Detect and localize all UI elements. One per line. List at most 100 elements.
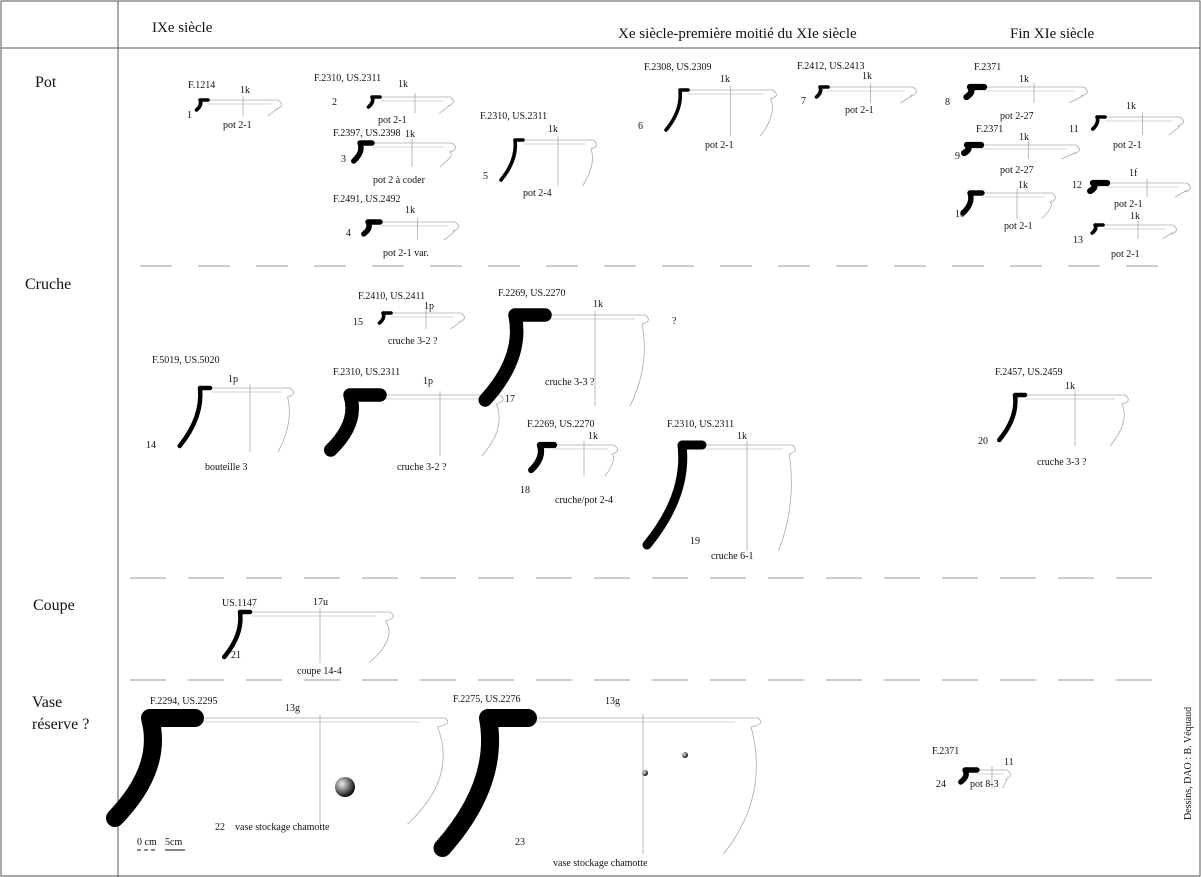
type-label: cruche 6-1 (711, 551, 753, 562)
scale-code: 1k (240, 85, 250, 96)
item-number: 18 (520, 485, 530, 496)
profile-drawing (997, 392, 1028, 443)
context-label: F.2310, US.2311 (314, 73, 381, 84)
profile-drawing (366, 95, 382, 109)
profile-drawing (433, 709, 537, 857)
profile-drawing (478, 308, 552, 407)
outline (481, 394, 504, 457)
row-label: Vase réserve ? (32, 694, 90, 733)
item-number: 4 (346, 228, 351, 239)
context-label: F.2371 (932, 746, 959, 757)
context-label: F.2397, US.2398 (333, 128, 401, 139)
item-number: 20 (978, 436, 988, 447)
type-label: pot 2-1 (1114, 199, 1143, 210)
scale-code: 17u (313, 597, 328, 608)
item-number: 6 (638, 121, 643, 132)
outline (629, 314, 649, 407)
type-label: pot 2-1 (1111, 249, 1140, 260)
context-label: F.2269, US.2270 (527, 419, 595, 430)
scale-code: 1k (862, 71, 872, 82)
context-label: F.2275, US.2276 (453, 694, 521, 705)
period-heading: Xe siècle-première moitié du XIe siècle (618, 26, 857, 42)
scale-code: 1p (228, 374, 238, 385)
profile-drawing (961, 141, 985, 157)
outline (1174, 182, 1191, 198)
type-label: pot 2 à coder (373, 175, 426, 186)
item-number: 11 (1069, 124, 1079, 135)
scale-code: 13g (285, 703, 300, 714)
inclusion-drawing (682, 752, 688, 758)
type-label: pot 2-1 (705, 140, 734, 151)
credit: Dessins, DAO : B. Véquaud (1183, 707, 1194, 820)
scale-code: 1k (1065, 381, 1075, 392)
item-number: 13 (1073, 235, 1083, 246)
context-label: F.2310, US.2311 (667, 419, 734, 430)
item-number: 24 (936, 779, 946, 790)
outline (1041, 192, 1056, 220)
scale-code: 1k (405, 205, 415, 216)
type-label: cruche 3-2 ? (397, 462, 447, 473)
context-label: F.2371 (974, 62, 1001, 73)
item-number: 17 (505, 394, 515, 405)
outline (267, 99, 282, 117)
scale-code: 1k (588, 431, 598, 442)
profile-drawing (361, 219, 383, 237)
type-label: pot 2-27 (1000, 165, 1034, 176)
item-number: 23 (515, 837, 525, 848)
scale-code: 1k (737, 431, 747, 442)
scale-code: 1k (548, 124, 558, 135)
profile-drawing (528, 441, 558, 474)
outline (1168, 116, 1184, 136)
type-label: vase stockage chamotte (553, 858, 648, 869)
context-label: F.2294, US.2295 (150, 696, 218, 707)
item-number: 9 (955, 151, 960, 162)
type-label: pot 2-1 var. (383, 248, 429, 259)
outline (900, 86, 917, 104)
outline (604, 444, 618, 477)
scale-code: 1f (1129, 168, 1138, 179)
context-label: F.2269, US.2270 (498, 288, 566, 299)
profile-drawing (194, 98, 210, 112)
item-number: 16 (325, 444, 335, 455)
context-label: F.2310, US.2311 (333, 367, 400, 378)
type-label: pot 2-1 (845, 105, 874, 116)
context-label: F.2412, US.2413 (797, 61, 865, 72)
scale-code: 1p (423, 376, 433, 387)
type-label: pot 2-4 (523, 188, 552, 199)
scale-label: 5cm (165, 837, 182, 848)
profile-drawing (1087, 179, 1111, 195)
profile-drawing (958, 767, 980, 785)
outline (1061, 144, 1080, 160)
context-label: F.1214 (188, 80, 215, 91)
type-label: coupe 14-4 (297, 666, 342, 677)
scale-code: 1k (1019, 74, 1029, 85)
profile-drawing (963, 83, 988, 101)
outline (759, 89, 777, 137)
inclusion-drawing (335, 777, 355, 797)
context-label: F.2371 (976, 124, 1003, 135)
profile-drawing (1090, 223, 1105, 235)
item-number: 7 (801, 96, 806, 107)
profile-drawing (814, 85, 830, 99)
item-number: 15 (353, 317, 363, 328)
outline (1162, 224, 1177, 240)
type-label: bouteille 3 (205, 462, 248, 473)
item-number: 3 (341, 154, 346, 165)
profile-drawing (664, 88, 690, 132)
context-label: F.2310, US.2311 (480, 111, 547, 122)
context-label: US.1147 (222, 598, 257, 609)
period-heading: Fin XIe siècle (1010, 26, 1094, 42)
type-label: cruche 3-3 ? (545, 377, 595, 388)
item-number: 22 (215, 822, 225, 833)
scale-code: 1p (424, 301, 434, 312)
scale-code: 1k (1130, 211, 1140, 222)
profile-drawing (222, 609, 253, 660)
note: ? (672, 316, 677, 327)
profile-drawing (177, 385, 213, 449)
outline (778, 444, 796, 552)
context-label: F.2457, US.2459 (995, 367, 1063, 378)
profile-drawing (351, 140, 375, 164)
